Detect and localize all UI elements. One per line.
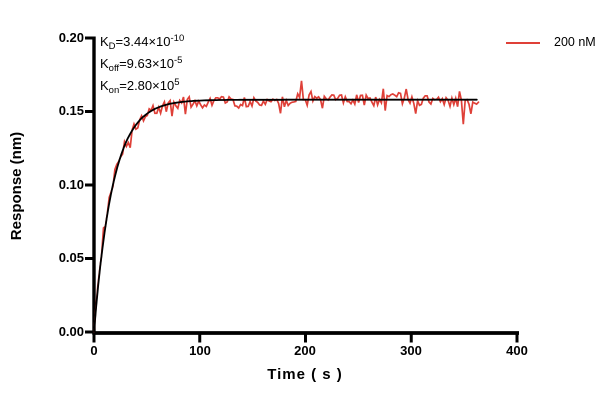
y-axis-title: Response (nm) <box>8 131 25 241</box>
y-tick-label: 0.00 <box>58 324 84 339</box>
legend-label: 200 nM <box>554 35 596 49</box>
x-tick-label: 400 <box>506 343 528 358</box>
legend-line-swatch <box>506 42 540 45</box>
measured-trace-200nM <box>93 80 480 333</box>
kon-annotation: Kon=2.80×105 <box>100 77 180 96</box>
x-tick-label: 300 <box>400 343 422 358</box>
x-tick-label: 0 <box>90 343 98 358</box>
y-tick-label: 0.05 <box>58 250 84 265</box>
x-tick-label: 200 <box>294 343 316 358</box>
x-axis-title: Time ( s ) <box>267 366 343 383</box>
koff-annotation: Koff=9.63×10-5 <box>100 55 183 74</box>
y-tick-label: 0.15 <box>58 103 84 118</box>
kinetics-annotation: KD=3.44×10-10 Koff=9.63×10-5 Kon=2.80×10… <box>100 28 185 96</box>
fit-curve <box>93 98 478 333</box>
y-tick-label: 0.10 <box>58 177 84 192</box>
kd-annotation: KD=3.44×10-10 <box>100 33 185 52</box>
y-tick-label: 0.20 <box>58 30 84 45</box>
x-tick-label: 100 <box>189 343 211 358</box>
